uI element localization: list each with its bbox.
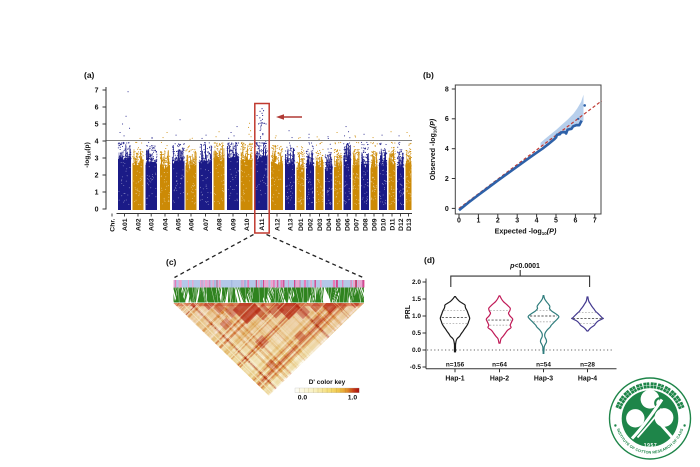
svg-text:4: 4 bbox=[535, 217, 539, 224]
svg-text:3: 3 bbox=[515, 217, 519, 224]
svg-text:1: 1 bbox=[476, 217, 480, 224]
svg-text:0: 0 bbox=[457, 217, 461, 224]
svg-text:4: 4 bbox=[95, 138, 99, 145]
svg-text:8: 8 bbox=[445, 86, 449, 93]
svg-text:6: 6 bbox=[95, 104, 99, 111]
svg-text:D13: D13 bbox=[406, 218, 413, 231]
svg-text:2: 2 bbox=[95, 172, 99, 179]
svg-text:1.5: 1.5 bbox=[412, 296, 421, 303]
svg-text:D10: D10 bbox=[380, 218, 387, 231]
svg-text:(a): (a) bbox=[84, 70, 95, 80]
svg-text:p<0.0001: p<0.0001 bbox=[509, 263, 540, 270]
svg-text:Observed -log10(P): Observed -log10(P) bbox=[430, 118, 438, 180]
svg-text:A01: A01 bbox=[122, 218, 129, 231]
svg-text:D01: D01 bbox=[298, 218, 305, 231]
svg-text:6: 6 bbox=[573, 217, 577, 224]
svg-text:1.0: 1.0 bbox=[348, 395, 358, 402]
svg-text:1957: 1957 bbox=[644, 443, 658, 449]
svg-text:D08: D08 bbox=[362, 218, 369, 231]
svg-text:0: 0 bbox=[95, 206, 99, 213]
svg-text:n=156: n=156 bbox=[446, 361, 465, 368]
svg-text:0.0: 0.0 bbox=[412, 347, 421, 354]
svg-text:n=64: n=64 bbox=[492, 361, 507, 368]
svg-text:3: 3 bbox=[95, 155, 99, 162]
svg-text:0.5: 0.5 bbox=[412, 330, 421, 337]
svg-text:A05: A05 bbox=[176, 218, 183, 231]
svg-text:D' color key: D' color key bbox=[309, 379, 346, 386]
svg-text:2: 2 bbox=[445, 176, 449, 183]
svg-text:n=54: n=54 bbox=[536, 361, 551, 368]
svg-text:PRL: PRL bbox=[405, 304, 412, 319]
svg-text:D09: D09 bbox=[371, 218, 378, 231]
svg-text:A12: A12 bbox=[274, 218, 281, 231]
svg-text:A06: A06 bbox=[188, 218, 195, 231]
svg-text:4: 4 bbox=[445, 146, 449, 153]
svg-text:2: 2 bbox=[496, 217, 500, 224]
svg-text:D12: D12 bbox=[398, 218, 405, 231]
svg-text:A03: A03 bbox=[149, 218, 156, 231]
svg-text:(d): (d) bbox=[424, 255, 435, 265]
svg-text:A13: A13 bbox=[287, 218, 294, 231]
svg-text:Chr.: Chr. bbox=[109, 218, 116, 231]
svg-text:-0.5: -0.5 bbox=[410, 364, 422, 371]
svg-text:2.0: 2.0 bbox=[412, 279, 421, 286]
svg-text:D02: D02 bbox=[307, 218, 314, 231]
svg-text:Expected -log10(P): Expected -log10(P) bbox=[495, 227, 557, 237]
svg-text:A04: A04 bbox=[162, 218, 169, 231]
svg-text:Hap-4: Hap-4 bbox=[578, 375, 597, 382]
svg-text:(c): (c) bbox=[166, 257, 177, 267]
svg-text:D04: D04 bbox=[326, 218, 333, 231]
svg-text:D05: D05 bbox=[335, 218, 342, 231]
svg-text:-log10(p): -log10(p) bbox=[84, 142, 92, 168]
svg-text:D03: D03 bbox=[317, 218, 324, 231]
svg-text:Hap-2: Hap-2 bbox=[490, 375, 509, 382]
svg-text:5: 5 bbox=[95, 121, 99, 128]
svg-text:1.0: 1.0 bbox=[412, 313, 421, 320]
svg-text:D06: D06 bbox=[345, 218, 352, 231]
svg-text:D07: D07 bbox=[353, 218, 360, 231]
svg-text:D11: D11 bbox=[389, 218, 396, 230]
svg-text:Hap-1: Hap-1 bbox=[445, 375, 464, 382]
svg-text:A02: A02 bbox=[135, 218, 142, 231]
svg-text:A10: A10 bbox=[244, 218, 251, 231]
svg-text:A08: A08 bbox=[216, 218, 223, 231]
svg-text:n=28: n=28 bbox=[580, 361, 595, 368]
svg-text:1: 1 bbox=[95, 189, 99, 196]
svg-text:6: 6 bbox=[445, 116, 449, 123]
svg-text:7: 7 bbox=[95, 87, 99, 94]
svg-text:(b): (b) bbox=[423, 70, 434, 80]
svg-text:A11: A11 bbox=[259, 218, 266, 230]
svg-text:0.0: 0.0 bbox=[298, 395, 308, 402]
svg-text:7: 7 bbox=[593, 217, 597, 224]
svg-text:Hap-3: Hap-3 bbox=[534, 375, 553, 382]
svg-text:0: 0 bbox=[445, 206, 449, 213]
svg-text:5: 5 bbox=[554, 217, 558, 224]
svg-text:A09: A09 bbox=[230, 218, 237, 231]
svg-text:A07: A07 bbox=[203, 218, 210, 231]
